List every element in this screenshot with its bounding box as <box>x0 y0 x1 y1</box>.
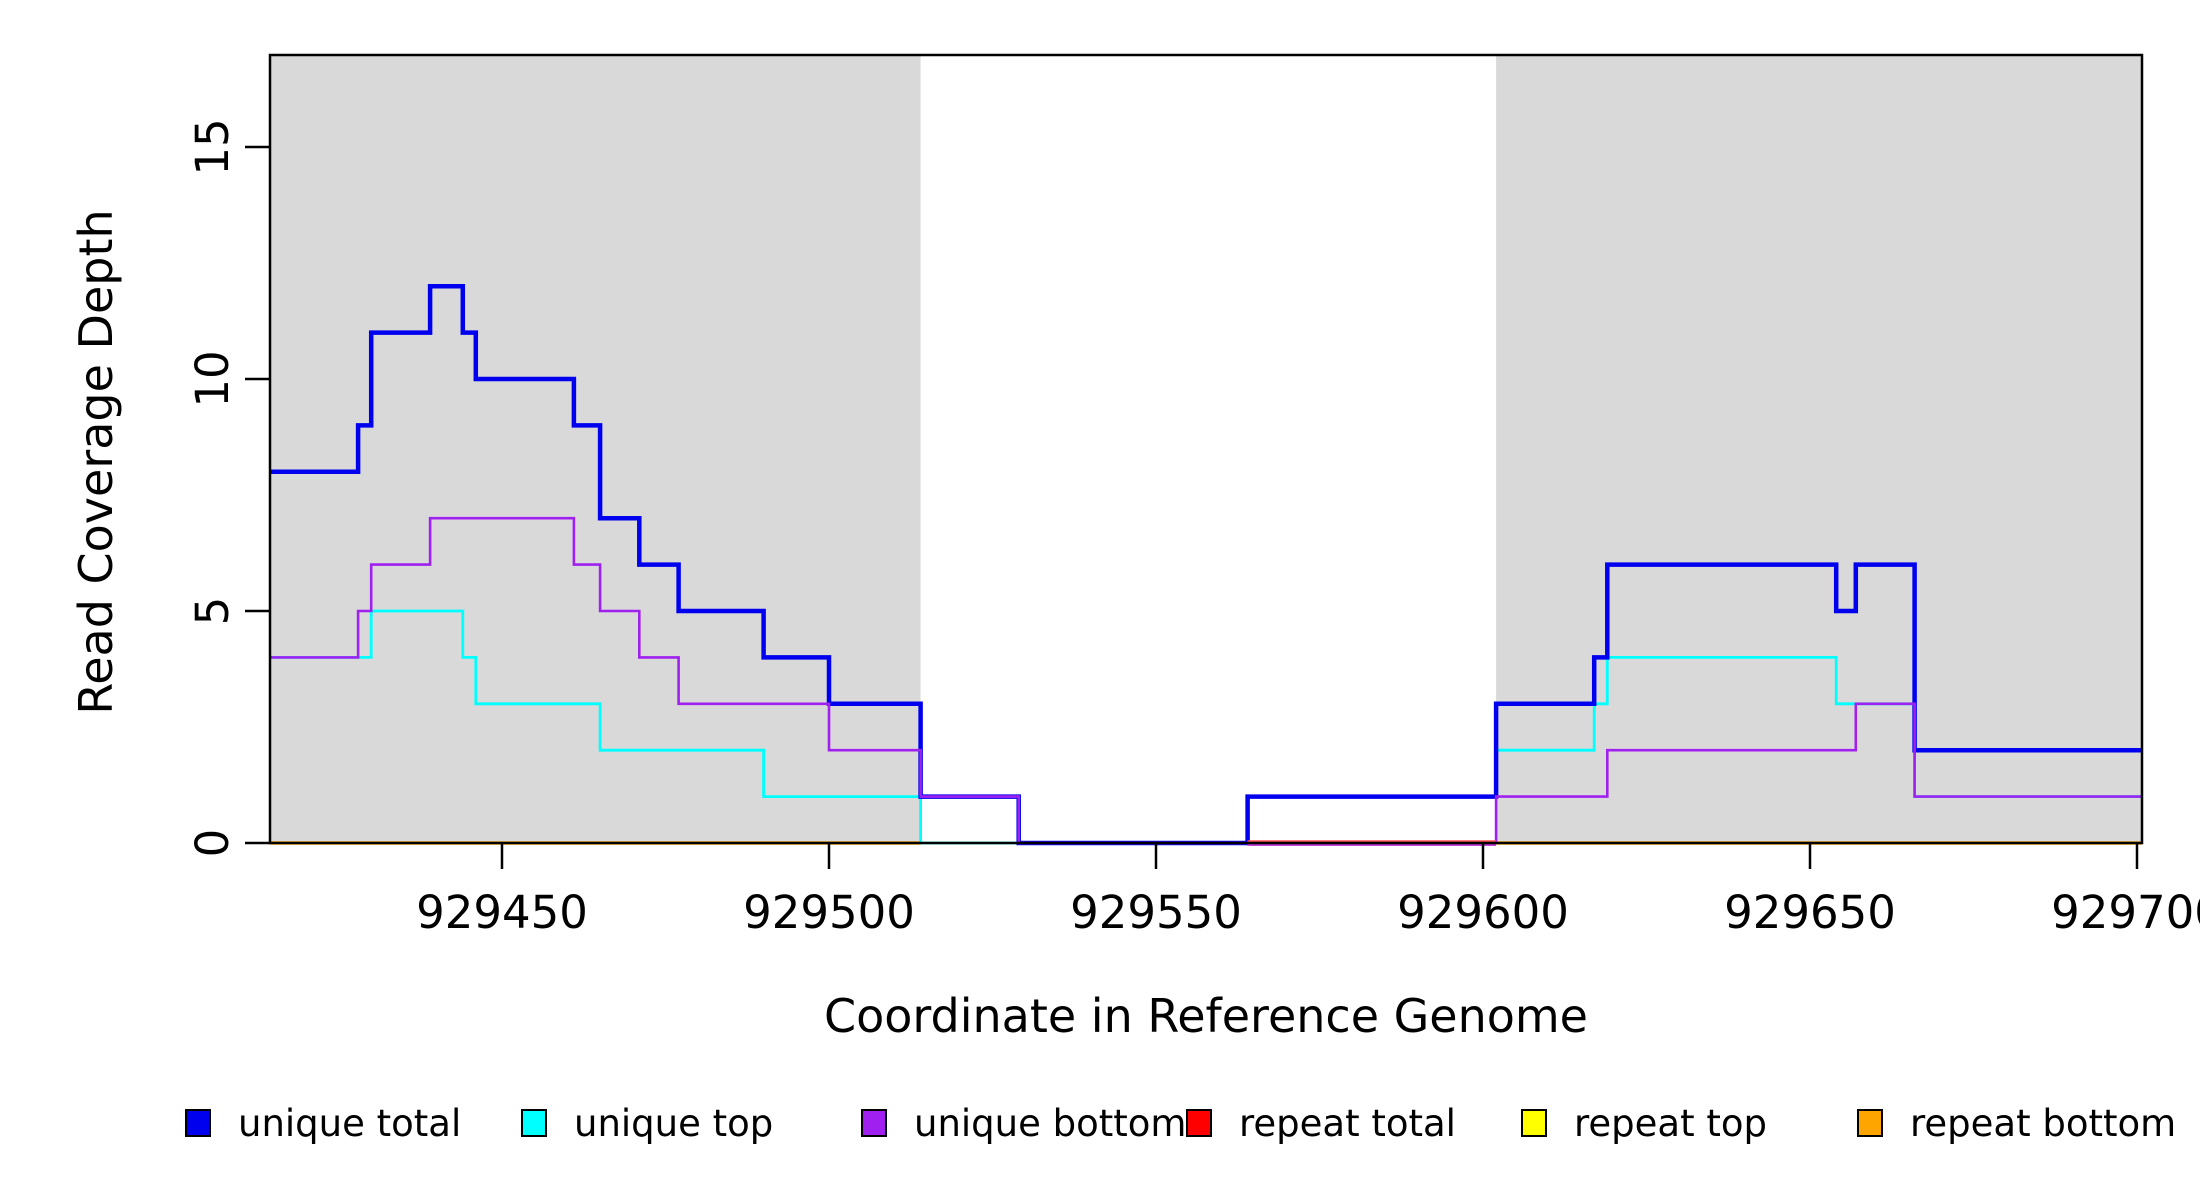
repeat-region-shading <box>269 55 2143 843</box>
legend-label-unique-total: unique total <box>238 1102 461 1145</box>
legend-label-repeat-total: repeat total <box>1239 1102 1456 1145</box>
legend-item-repeat-total: repeat total <box>1186 1102 1456 1145</box>
legend-label-unique-top: unique top <box>574 1102 773 1145</box>
legend-label-repeat-bottom: repeat bottom <box>1910 1102 2176 1145</box>
legend-swatch-unique-bottom <box>861 1109 887 1137</box>
x-tick-label-929700: 929700 <box>2051 886 2200 939</box>
axes: 0 5 10 15 929450 929500 929550 929600 929650 9297… <box>186 53 2200 939</box>
unique-bottom-line-1 <box>269 516 1248 845</box>
legend-swatch-unique-top <box>521 1109 547 1137</box>
unique-bottom-line-2 <box>1494 702 2143 843</box>
repeat-region-shade-2 <box>1496 55 2143 843</box>
x-tick-label-929500: 929500 <box>743 886 915 939</box>
legend-item-unique-top: unique top <box>521 1102 773 1145</box>
y-axis-title: Read Coverage Depth <box>69 209 123 714</box>
y-tick-label-15: 15 <box>186 118 239 175</box>
x-tick-label-929600: 929600 <box>1397 886 1569 939</box>
x-tick-label-929550: 929550 <box>1070 886 1242 939</box>
legend-swatch-unique-total <box>185 1109 211 1137</box>
y-tick-label-0: 0 <box>186 829 239 858</box>
legend-item-unique-total: unique total <box>185 1102 461 1145</box>
x-axis-title: Coordinate in Reference Genome <box>824 989 1588 1043</box>
x-tick-label-929450: 929450 <box>416 886 588 939</box>
x-tick-label-929650: 929650 <box>1724 886 1896 939</box>
legend: unique total unique top unique bottom repea… <box>185 1102 2176 1145</box>
legend-item-repeat-bottom: repeat bottom <box>1857 1102 2176 1145</box>
legend-swatch-repeat-bottom <box>1857 1109 1883 1137</box>
legend-item-repeat-top: repeat top <box>1521 1102 1767 1145</box>
y-tick-label-10: 10 <box>186 350 239 407</box>
y-tick-label-5: 5 <box>186 597 239 626</box>
legend-label-unique-bottom: unique bottom <box>914 1102 1186 1145</box>
legend-item-unique-bottom: unique bottom <box>861 1102 1186 1145</box>
plot-box <box>268 53 2144 845</box>
repeat-region-shade-1 <box>269 55 921 843</box>
legend-swatch-repeat-total <box>1186 1109 1212 1137</box>
legend-swatch-repeat-top <box>1521 1109 1547 1137</box>
unique-total-line-1 <box>269 283 2143 846</box>
legend-label-repeat-top: repeat top <box>1574 1102 1767 1145</box>
